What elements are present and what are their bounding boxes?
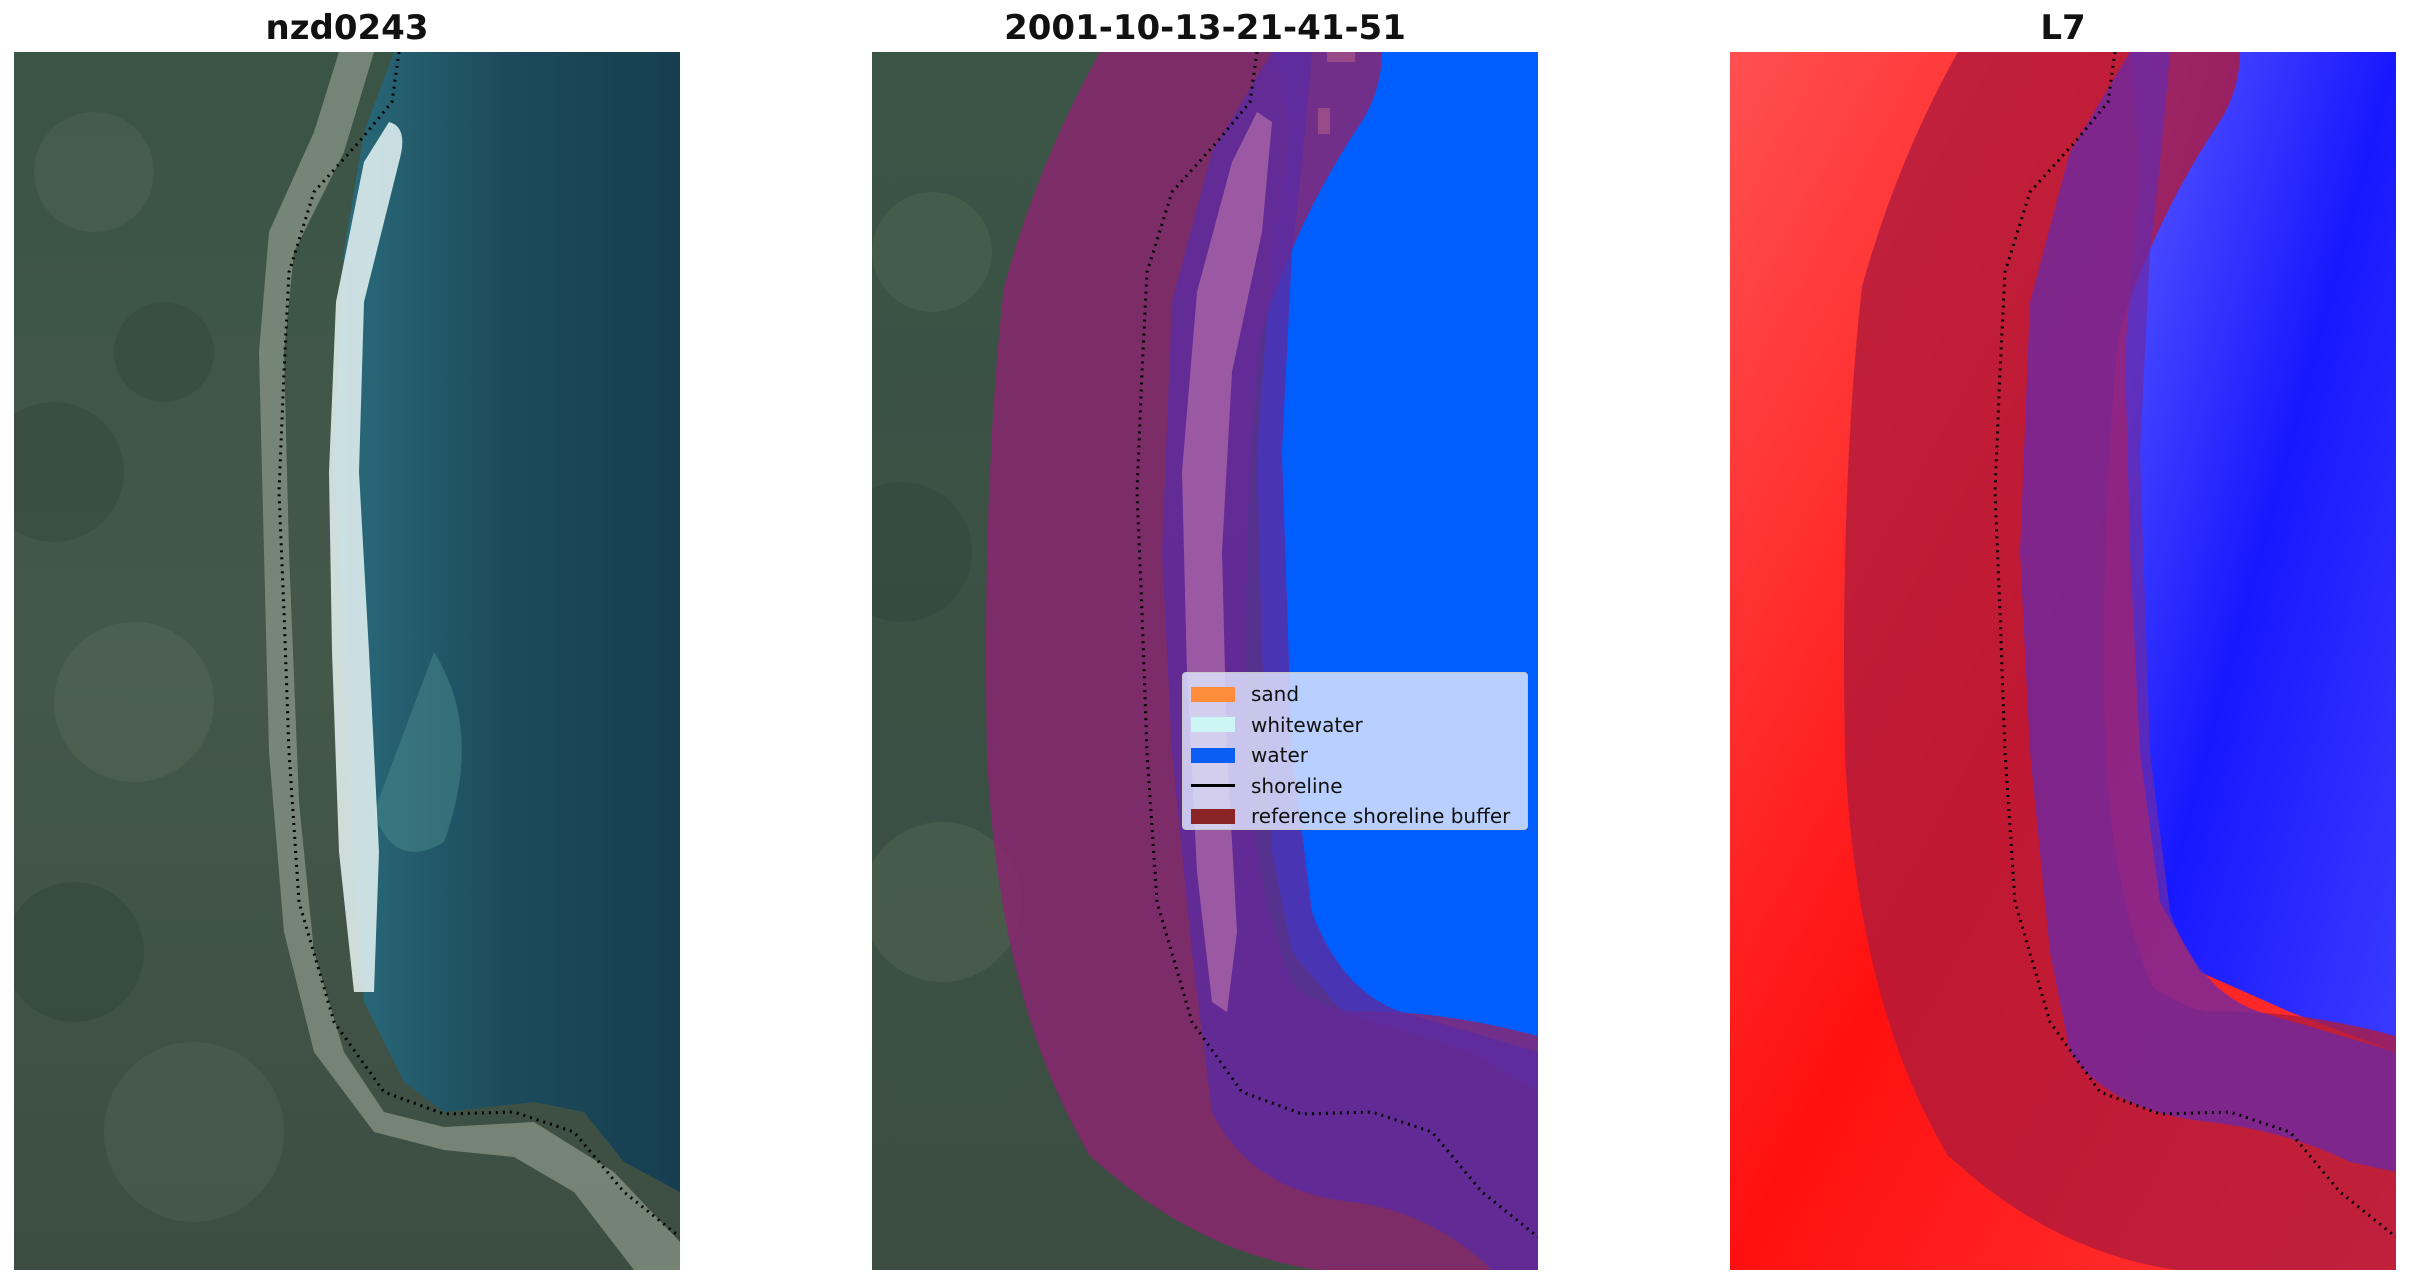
water-swatch — [1191, 747, 1235, 763]
shoreline-line — [1993, 52, 2396, 1239]
rgb-image-panel — [14, 52, 680, 1270]
rgb-image — [14, 52, 680, 1270]
reference-shoreline-buffer-index — [1844, 52, 2396, 1270]
shoreline-line — [277, 52, 680, 1239]
legend-label: reference shoreline buffer — [1251, 804, 1511, 829]
legend-item-whitewater: whitewater — [1191, 710, 1519, 741]
legend-label: water — [1251, 743, 1308, 768]
panel-title-classified: 2001-10-13-21-41-51 — [1004, 8, 1406, 48]
classified-image — [872, 52, 1538, 1270]
whitewater-swatch — [1191, 717, 1235, 733]
shoreline-swatch — [1191, 784, 1235, 788]
legend-label: whitewater — [1251, 712, 1363, 737]
panel-title-index: L7 — [2040, 8, 2086, 48]
buffer-swatch — [1191, 808, 1235, 824]
index-image — [1730, 52, 2396, 1270]
shoreline-line — [1135, 52, 1538, 1239]
index-image-panel — [1730, 52, 2396, 1270]
legend: sand whitewater water shoreline referenc… — [1182, 672, 1528, 830]
water-class-area — [1257, 52, 1538, 1092]
classified-image-panel — [872, 52, 1538, 1270]
panel-title-rgb: nzd0243 — [265, 8, 429, 48]
legend-label: shoreline — [1251, 773, 1343, 798]
sand-swatch — [1191, 686, 1235, 702]
legend-label: sand — [1251, 682, 1300, 707]
legend-item-water: water — [1191, 740, 1519, 771]
legend-item-shoreline: shoreline — [1191, 771, 1519, 802]
legend-item-buffer: reference shoreline buffer — [1191, 801, 1519, 832]
legend-item-sand: sand — [1191, 679, 1519, 710]
